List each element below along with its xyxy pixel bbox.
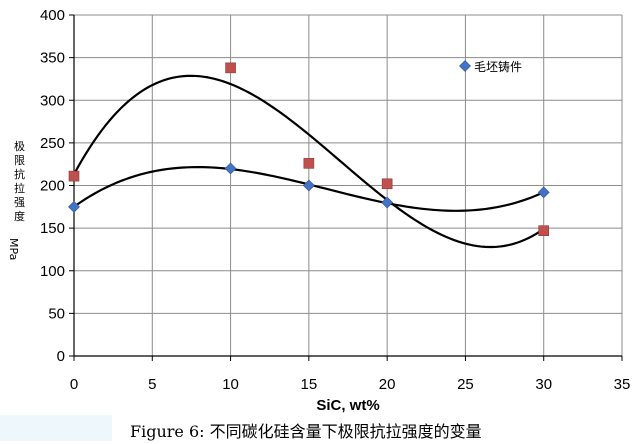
diamond-point: [537, 186, 550, 199]
figure-caption: Figure 6: 不同碳化硅含量下极限抗拉强度的变量: [130, 422, 482, 441]
y-axis-label: 极限抗拉强度: [14, 139, 25, 223]
diamond-point: [302, 179, 315, 192]
y-tick-label: 100: [40, 263, 65, 280]
x-tick-label: 5: [148, 376, 156, 393]
x-tick-label: 25: [457, 376, 474, 393]
trend-curve: [73, 74, 545, 249]
square-point: [538, 225, 550, 236]
x-tick-label: 35: [614, 376, 631, 393]
caption-left-strip: [0, 415, 112, 441]
y-tick-label: 400: [40, 7, 65, 24]
x-axis-label: SiC, wt%: [316, 397, 379, 413]
figure-caption-area: Figure 6: 不同碳化硅含量下极限抗拉强度的变量: [0, 413, 634, 444]
x-tick-labels: 0 5 10 15 20 25 30 35: [70, 376, 631, 393]
data-points: [68, 62, 550, 236]
diamond-point: [381, 196, 394, 209]
y-tick-label: 350: [40, 50, 65, 67]
x-tick-label: 10: [222, 376, 239, 393]
y-tick-label: 150: [40, 220, 65, 237]
square-point: [303, 158, 315, 169]
y-axis-unit: MPa: [7, 238, 20, 260]
y-tick-label: 0: [57, 348, 65, 365]
legend-entry-label: 毛坯铸件: [474, 59, 522, 74]
x-tick-label: 0: [70, 376, 78, 393]
x-tick-label: 15: [301, 376, 318, 393]
legend: 毛坯铸件: [459, 59, 522, 74]
x-tick-label: 20: [379, 376, 396, 393]
diamond-point: [68, 200, 80, 213]
x-tick-label: 30: [535, 376, 552, 393]
legend-marker-icon: [459, 60, 471, 72]
y-tick-label: 300: [40, 92, 65, 109]
y-tick-label: 250: [40, 135, 65, 152]
y-tick-labels: 0 50 100 150 200 250 300 350 400: [40, 7, 65, 365]
y-tick-label: 50: [48, 305, 65, 322]
diamond-point: [224, 162, 237, 175]
square-point: [68, 170, 80, 182]
chart: 0 5 10 15 20 25 30 35 050100150200250300350400 …: [7, 7, 631, 413]
legend-marker-diamond: [459, 60, 471, 72]
square-point: [381, 178, 393, 190]
y-tick-label: 200: [40, 178, 65, 195]
axes: [69, 14, 623, 361]
square-point: [225, 62, 236, 74]
